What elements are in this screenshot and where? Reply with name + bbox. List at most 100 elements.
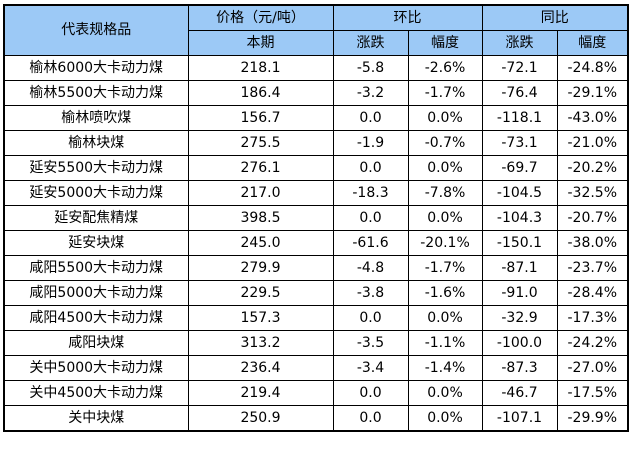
yoy-change-cell: -104.3 [481, 205, 558, 231]
product-name-cell: 榆林块煤 [3, 130, 189, 156]
yoy-change-cell: -46.7 [481, 380, 558, 406]
product-name-cell: 咸阳4500大卡动力煤 [3, 305, 189, 331]
product-name-cell: 榆林5500大卡动力煤 [3, 80, 189, 106]
header-current-period-cell: 本期 [187, 30, 334, 56]
yoy-rate-cell: -43.0% [556, 105, 629, 131]
header-product-cell: 代表规格品 [3, 4, 189, 56]
mom-rate-cell: 0.0% [407, 405, 483, 432]
mom-change-cell: -3.8 [332, 280, 409, 306]
mom-rate-cell: -1.1% [407, 330, 483, 356]
mom-change-cell: -18.3 [332, 180, 409, 206]
mom-rate-cell: -2.6% [407, 55, 483, 81]
mom-change-cell: -3.2 [332, 80, 409, 106]
yoy-change-cell: -87.1 [481, 255, 558, 281]
mom-change-cell: 0.0 [332, 305, 409, 331]
yoy-change-cell: -72.1 [481, 55, 558, 81]
yoy-rate-cell: -32.5% [556, 180, 629, 206]
mom-change-cell: 0.0 [332, 380, 409, 406]
current-price-cell: 236.4 [187, 355, 334, 381]
product-name-cell: 延安5500大卡动力煤 [3, 155, 189, 181]
yoy-change-cell: -104.5 [481, 180, 558, 206]
mom-rate-cell: -7.8% [407, 180, 483, 206]
yoy-change-cell: -118.1 [481, 105, 558, 131]
header-yoy-change-cell: 涨跌 [481, 30, 558, 56]
table-row: 咸阳4500大卡动力煤 157.3 0.0 0.0% -32.9 -17.3% [3, 305, 629, 331]
mom-rate-cell: -1.6% [407, 280, 483, 306]
mom-change-cell: 0.0 [332, 155, 409, 181]
table-row: 延安块煤 245.0 -61.6 -20.1% -150.1 -38.0% [3, 230, 629, 256]
header-mom-change-cell: 涨跌 [332, 30, 409, 56]
yoy-change-cell: -32.9 [481, 305, 558, 331]
table-row: 延安5000大卡动力煤 217.0 -18.3 -7.8% -104.5 -32.5% [3, 180, 629, 206]
current-price-cell: 186.4 [187, 80, 334, 106]
yoy-change-cell: -107.1 [481, 405, 558, 432]
mom-rate-cell: -20.1% [407, 230, 483, 256]
yoy-rate-cell: -24.8% [556, 55, 629, 81]
table-row: 延安5500大卡动力煤 276.1 0.0 0.0% -69.7 -20.2% [3, 155, 629, 181]
yoy-change-cell: -91.0 [481, 280, 558, 306]
mom-rate-cell: 0.0% [407, 305, 483, 331]
current-price-cell: 218.1 [187, 55, 334, 81]
mom-change-cell: -4.8 [332, 255, 409, 281]
mom-change-cell: -3.5 [332, 330, 409, 356]
mom-rate-cell: 0.0% [407, 205, 483, 231]
current-price-cell: 156.7 [187, 105, 334, 131]
product-name-cell: 榆林喷吹煤 [3, 105, 189, 131]
table-row: 榆林6000大卡动力煤 218.1 -5.8 -2.6% -72.1 -24.8% [3, 55, 629, 81]
mom-rate-cell: -1.4% [407, 355, 483, 381]
mom-change-cell: -3.4 [332, 355, 409, 381]
mom-change-cell: 0.0 [332, 105, 409, 131]
current-price-cell: 398.5 [187, 205, 334, 231]
mom-rate-cell: 0.0% [407, 105, 483, 131]
mom-change-cell: -5.8 [332, 55, 409, 81]
mom-change-cell: -61.6 [332, 230, 409, 256]
table-body: 榆林6000大卡动力煤 218.1 -5.8 -2.6% -72.1 -24.8% 榆林55… [3, 55, 629, 432]
product-name-cell: 咸阳5500大卡动力煤 [3, 255, 189, 281]
yoy-rate-cell: -29.1% [556, 80, 629, 106]
table-row: 榆林5500大卡动力煤 186.4 -3.2 -1.7% -76.4 -29.1% [3, 80, 629, 106]
mom-rate-cell: -1.7% [407, 80, 483, 106]
yoy-rate-cell: -21.0% [556, 130, 629, 156]
current-price-cell: 217.0 [187, 180, 334, 206]
yoy-rate-cell: -20.7% [556, 205, 629, 231]
table-row: 咸阳5000大卡动力煤 229.5 -3.8 -1.6% -91.0 -28.4% [3, 280, 629, 306]
mom-change-cell: -1.9 [332, 130, 409, 156]
yoy-change-cell: -76.4 [481, 80, 558, 106]
product-name-cell: 延安5000大卡动力煤 [3, 180, 189, 206]
header-yoy-rate-cell: 幅度 [556, 30, 629, 56]
coal-price-table: 代表规格品 价格（元/吨） 环比 同比 本期 涨跌 幅度 涨跌 幅度 榆林600… [3, 4, 629, 432]
yoy-change-cell: -87.3 [481, 355, 558, 381]
mom-rate-cell: -1.7% [407, 255, 483, 281]
table-row: 咸阳块煤 313.2 -3.5 -1.1% -100.0 -24.2% [3, 330, 629, 356]
product-name-cell: 延安块煤 [3, 230, 189, 256]
product-name-cell: 咸阳块煤 [3, 330, 189, 356]
yoy-rate-cell: -17.3% [556, 305, 629, 331]
current-price-cell: 157.3 [187, 305, 334, 331]
mom-change-cell: 0.0 [332, 205, 409, 231]
yoy-change-cell: -100.0 [481, 330, 558, 356]
yoy-rate-cell: -27.0% [556, 355, 629, 381]
table-header: 代表规格品 价格（元/吨） 环比 同比 本期 涨跌 幅度 涨跌 幅度 [3, 4, 629, 56]
yoy-change-cell: -69.7 [481, 155, 558, 181]
product-name-cell: 关中4500大卡动力煤 [3, 380, 189, 406]
header-group-row: 代表规格品 价格（元/吨） 环比 同比 [3, 4, 629, 56]
header-mom-rate-cell: 幅度 [407, 30, 483, 56]
product-name-cell: 关中5000大卡动力煤 [3, 355, 189, 381]
table-row: 关中4500大卡动力煤 219.4 0.0 0.0% -46.7 -17.5% [3, 380, 629, 406]
current-price-cell: 250.9 [187, 405, 334, 432]
current-price-cell: 276.1 [187, 155, 334, 181]
yoy-change-cell: -73.1 [481, 130, 558, 156]
yoy-rate-cell: -23.7% [556, 255, 629, 281]
product-name-cell: 咸阳5000大卡动力煤 [3, 280, 189, 306]
header-yoy-group-cell: 同比 [481, 4, 629, 31]
current-price-cell: 245.0 [187, 230, 334, 256]
table-row: 咸阳5500大卡动力煤 279.9 -4.8 -1.7% -87.1 -23.7% [3, 255, 629, 281]
mom-rate-cell: 0.0% [407, 155, 483, 181]
header-sub-row: 本期 涨跌 幅度 涨跌 幅度 [4, 30, 629, 56]
mom-change-cell: 0.0 [332, 405, 409, 432]
table-row: 榆林块煤 275.5 -1.9 -0.7% -73.1 -21.0% [3, 130, 629, 156]
current-price-cell: 313.2 [187, 330, 334, 356]
current-price-cell: 219.4 [187, 380, 334, 406]
table-row: 延安配焦精煤 398.5 0.0 0.0% -104.3 -20.7% [3, 205, 629, 231]
table-row: 关中块煤 250.9 0.0 0.0% -107.1 -29.9% [3, 405, 629, 432]
